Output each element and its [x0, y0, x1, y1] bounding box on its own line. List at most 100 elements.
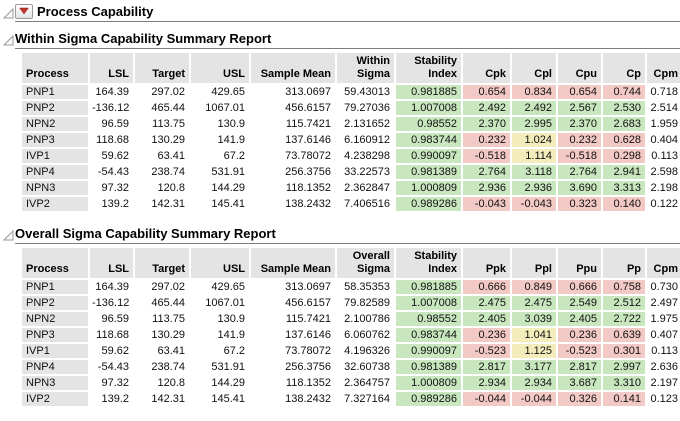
value-cell: 2.722 [603, 312, 647, 328]
value-cell: -0.523 [558, 344, 603, 360]
value-cell: 2.131652 [337, 117, 396, 133]
value-cell: 1.007008 [396, 101, 463, 117]
process-label: NPN3 [22, 181, 90, 197]
value-cell: 1.000809 [396, 181, 463, 197]
header-row: Process LSL Target USL Sample Mean Overall Si… [22, 248, 680, 280]
value-cell: -54.43 [90, 165, 135, 181]
process-label: IVP1 [22, 149, 90, 165]
overall-sigma-table: Process LSL Target USL Sample Mean Overall Si… [22, 248, 680, 408]
value-cell: 145.41 [191, 197, 251, 213]
process-label: NPN2 [22, 312, 90, 328]
value-cell: 0.666 [463, 280, 512, 296]
value-cell: 138.2432 [251, 392, 337, 408]
value-cell: 33.22573 [337, 165, 396, 181]
value-cell: -0.043 [512, 197, 558, 213]
value-cell: 120.8 [135, 376, 191, 392]
column-header: Overall Sigma [337, 248, 396, 280]
value-cell: 2.817 [558, 360, 603, 376]
value-cell: 58.35353 [337, 280, 396, 296]
column-header: Stability Index [396, 248, 463, 280]
value-cell: 297.02 [135, 85, 191, 101]
table-row: PNP2 -136.12 465.44 1067.01 456.6157 79.27036… [22, 101, 680, 117]
value-cell: 2.530 [603, 101, 647, 117]
red-triangle-menu-button[interactable] [15, 3, 33, 19]
value-cell: 0.141 [603, 392, 647, 408]
table-row: PNP1 164.39 297.02 429.65 313.0697 59.43013 0.… [22, 85, 680, 101]
disclosure-icon[interactable] [3, 35, 14, 46]
value-cell: 2.497 [647, 296, 680, 312]
value-cell: 113.75 [135, 117, 191, 133]
value-cell: -0.518 [558, 149, 603, 165]
disclosure-icon[interactable] [3, 230, 14, 241]
table-row: NPN2 96.59 113.75 130.9 115.7421 2.100786 0.98… [22, 312, 680, 328]
value-cell: 1.125 [512, 344, 558, 360]
column-header: LSL [90, 248, 135, 280]
value-cell: 67.2 [191, 344, 251, 360]
column-header: Process [22, 53, 90, 85]
value-cell: 0.236 [558, 328, 603, 344]
table-row: NPN3 97.32 120.8 144.29 118.1352 2.362847 1.00… [22, 181, 680, 197]
process-label: PNP4 [22, 165, 90, 181]
process-label: PNP2 [22, 296, 90, 312]
value-cell: 145.41 [191, 392, 251, 408]
column-header: Ppu [558, 248, 603, 280]
value-cell: 130.9 [191, 117, 251, 133]
value-cell: 456.6157 [251, 101, 337, 117]
value-cell: 2.934 [512, 376, 558, 392]
value-cell: 2.362847 [337, 181, 396, 197]
value-cell: 120.8 [135, 181, 191, 197]
value-cell: 531.91 [191, 360, 251, 376]
value-cell: 2.475 [512, 296, 558, 312]
value-cell: 79.27036 [337, 101, 396, 117]
value-cell: -0.044 [463, 392, 512, 408]
value-cell: 2.936 [512, 181, 558, 197]
value-cell: 2.405 [558, 312, 603, 328]
red-triangle-icon [19, 7, 29, 15]
value-cell: 2.764 [463, 165, 512, 181]
within-sigma-title: Within Sigma Capability Summary Report [15, 30, 272, 46]
value-cell: 118.68 [90, 133, 135, 149]
column-header: Cp [603, 53, 647, 85]
column-header: Sample Mean [251, 248, 337, 280]
within-sigma-title-rule: Within Sigma Capability Summary Report [15, 30, 680, 49]
value-cell: 3.690 [558, 181, 603, 197]
value-cell: 0.323 [558, 197, 603, 213]
value-cell: 1.114 [512, 149, 558, 165]
process-label: IVP2 [22, 197, 90, 213]
value-cell: -0.523 [463, 344, 512, 360]
value-cell: 297.02 [135, 280, 191, 296]
value-cell: 2.405 [463, 312, 512, 328]
value-cell: 79.82589 [337, 296, 396, 312]
value-cell: 2.936 [463, 181, 512, 197]
disclosure-icon[interactable] [3, 8, 14, 19]
column-header: Target [135, 248, 191, 280]
value-cell: 142.31 [135, 392, 191, 408]
value-cell: 3.687 [558, 376, 603, 392]
overall-sigma-header: Overall Sigma Capability Summary Report [2, 225, 680, 244]
value-cell: 141.9 [191, 133, 251, 149]
process-label: PNP3 [22, 133, 90, 149]
value-cell: 531.91 [191, 165, 251, 181]
value-cell: 0.298 [603, 149, 647, 165]
value-cell: 0.140 [603, 197, 647, 213]
value-cell: 164.39 [90, 280, 135, 296]
process-label: PNP1 [22, 85, 90, 101]
value-cell: 429.65 [191, 280, 251, 296]
value-cell: 2.370 [558, 117, 603, 133]
table-row: IVP2 139.2 142.31 145.41 138.2432 7.406516 0.9… [22, 197, 680, 213]
value-cell: -0.043 [463, 197, 512, 213]
value-cell: 115.7421 [251, 117, 337, 133]
value-cell: 0.981389 [396, 360, 463, 376]
value-cell: 63.41 [135, 149, 191, 165]
table-row: PNP4 -54.43 238.74 531.91 256.3756 32.60738 0.… [22, 360, 680, 376]
value-cell: 2.567 [558, 101, 603, 117]
value-cell: 0.123 [647, 392, 680, 408]
value-cell: 0.98552 [396, 312, 463, 328]
value-cell: 7.327164 [337, 392, 396, 408]
value-cell: 118.1352 [251, 376, 337, 392]
value-cell: 0.666 [558, 280, 603, 296]
table-row: PNP3 118.68 130.29 141.9 137.6146 6.160912 0.9… [22, 133, 680, 149]
value-cell: 73.78072 [251, 149, 337, 165]
table-row: PNP4 -54.43 238.74 531.91 256.3756 33.22573 0.… [22, 165, 680, 181]
process-label: IVP2 [22, 392, 90, 408]
